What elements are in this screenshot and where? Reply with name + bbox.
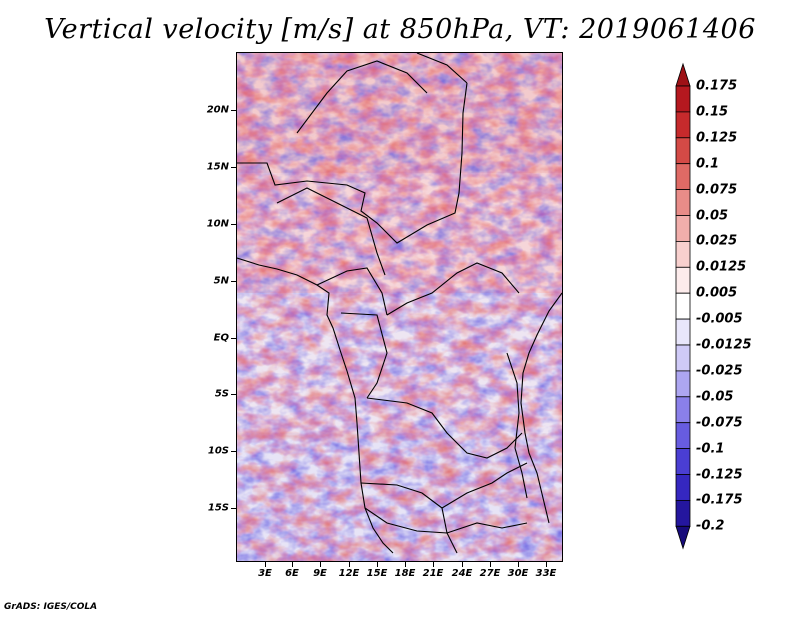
colorbar-swatch — [675, 240, 691, 268]
map-panel — [236, 52, 563, 562]
colorbar-swatch — [675, 189, 691, 216]
border-cameroon — [316, 267, 388, 316]
lon-label: 30E — [507, 568, 529, 579]
lat-tick — [231, 394, 236, 395]
colorbar-label: 0.075 — [696, 182, 738, 198]
lat-tick — [231, 508, 236, 509]
colorbar-label: 0.125 — [696, 130, 738, 146]
colorbar-label: 0.1 — [696, 156, 720, 172]
lon-tick — [490, 562, 491, 567]
lon-label: 9E — [313, 568, 327, 579]
colorbar-swatch — [675, 266, 691, 294]
colorbar-label: -0.2 — [696, 518, 725, 534]
lat-label: 15N — [206, 161, 229, 173]
colorbar-label: -0.075 — [696, 415, 743, 431]
lon-tick — [320, 562, 321, 567]
lat-label: 10S — [207, 445, 229, 457]
map-title: Vertical velocity [m/s] at 850hPa, VT: 2… — [44, 14, 756, 45]
border-libya — [296, 60, 428, 134]
lon-label: 27E — [479, 568, 501, 579]
colorbar-label: 0.15 — [696, 104, 729, 120]
colorbar-swatch — [675, 215, 691, 242]
lat-label: 5N — [213, 275, 229, 287]
colorbar-label: -0.005 — [696, 311, 743, 327]
colorbar-swatch — [675, 292, 691, 320]
border-namibia — [364, 507, 528, 534]
colorbar-swatch — [675, 344, 691, 372]
colorbar-label: -0.125 — [696, 467, 743, 482]
lon-tick — [405, 562, 406, 567]
colorbar-label: -0.0125 — [696, 337, 752, 353]
lon-label: 6E — [285, 568, 299, 579]
border-east-lakes — [506, 352, 528, 499]
lon-tick — [292, 562, 293, 567]
lat-label: EQ — [213, 332, 229, 344]
colorbar-label: -0.025 — [696, 363, 743, 379]
lon-tick — [433, 562, 434, 567]
lon-label: 15E — [366, 568, 388, 579]
colorbar-label: 0.0125 — [696, 259, 747, 275]
colorbar-label: 0.175 — [696, 78, 738, 94]
border-angola — [360, 482, 458, 554]
lat-label: 20N — [206, 104, 229, 116]
colorbar-label: -0.175 — [696, 492, 743, 508]
border-drc-south — [366, 397, 523, 459]
lon-label: 12E — [338, 568, 360, 579]
colorbar-swatch — [675, 370, 691, 398]
colorbar-swatch — [675, 137, 691, 165]
lat-tick — [231, 281, 236, 282]
border-sahel — [237, 82, 468, 244]
colorbar-label: 0.025 — [696, 233, 738, 249]
colorbar-swatch — [675, 396, 691, 424]
lon-label: 33E — [535, 568, 557, 579]
colorbar-swatch — [675, 448, 691, 475]
lat-label: 5S — [214, 388, 229, 400]
lon-label: 18E — [394, 568, 416, 579]
colorbar-swatch — [675, 499, 691, 527]
lon-tick — [518, 562, 519, 567]
colorbar-max-triangle — [675, 62, 691, 87]
border-chad-sudan — [416, 53, 468, 84]
credit-text: GrADS: IGES/COLA — [4, 602, 98, 612]
lon-label: 24E — [451, 568, 473, 579]
lat-tick — [231, 338, 236, 339]
colorbar-swatch — [675, 474, 691, 501]
colorbar-label: -0.1 — [696, 441, 725, 457]
velocity-field — [237, 53, 562, 561]
colorbar-label: 0.005 — [696, 285, 738, 301]
border-niger-nigeria — [276, 187, 386, 276]
lon-tick — [546, 562, 547, 567]
lat-label: 15S — [207, 502, 229, 514]
lon-label: 21E — [422, 568, 444, 579]
lon-label: 3E — [258, 568, 272, 579]
lon-tick — [377, 562, 378, 567]
country-borders — [237, 53, 562, 554]
lat-label: 10N — [206, 218, 229, 230]
lon-tick — [349, 562, 350, 567]
lat-tick — [231, 110, 236, 111]
colorbar-swatch — [675, 111, 691, 139]
colorbar-label: -0.05 — [696, 389, 734, 405]
colorbar-swatch — [675, 318, 691, 346]
colorbar-swatch — [675, 163, 691, 190]
border-zambia — [441, 462, 528, 509]
coastline-west-africa — [237, 257, 394, 554]
border-congo — [340, 312, 388, 399]
lat-tick — [231, 224, 236, 225]
lat-tick — [231, 451, 236, 452]
coastline-east-africa — [520, 292, 562, 524]
lon-tick — [265, 562, 266, 567]
colorbar-label: 0.05 — [696, 208, 729, 223]
lon-tick — [462, 562, 463, 567]
colorbar-swatch — [675, 85, 691, 113]
border-car — [386, 262, 520, 316]
colorbar-min-triangle — [675, 525, 691, 550]
lat-tick — [231, 167, 236, 168]
colorbar-swatch — [675, 422, 691, 450]
